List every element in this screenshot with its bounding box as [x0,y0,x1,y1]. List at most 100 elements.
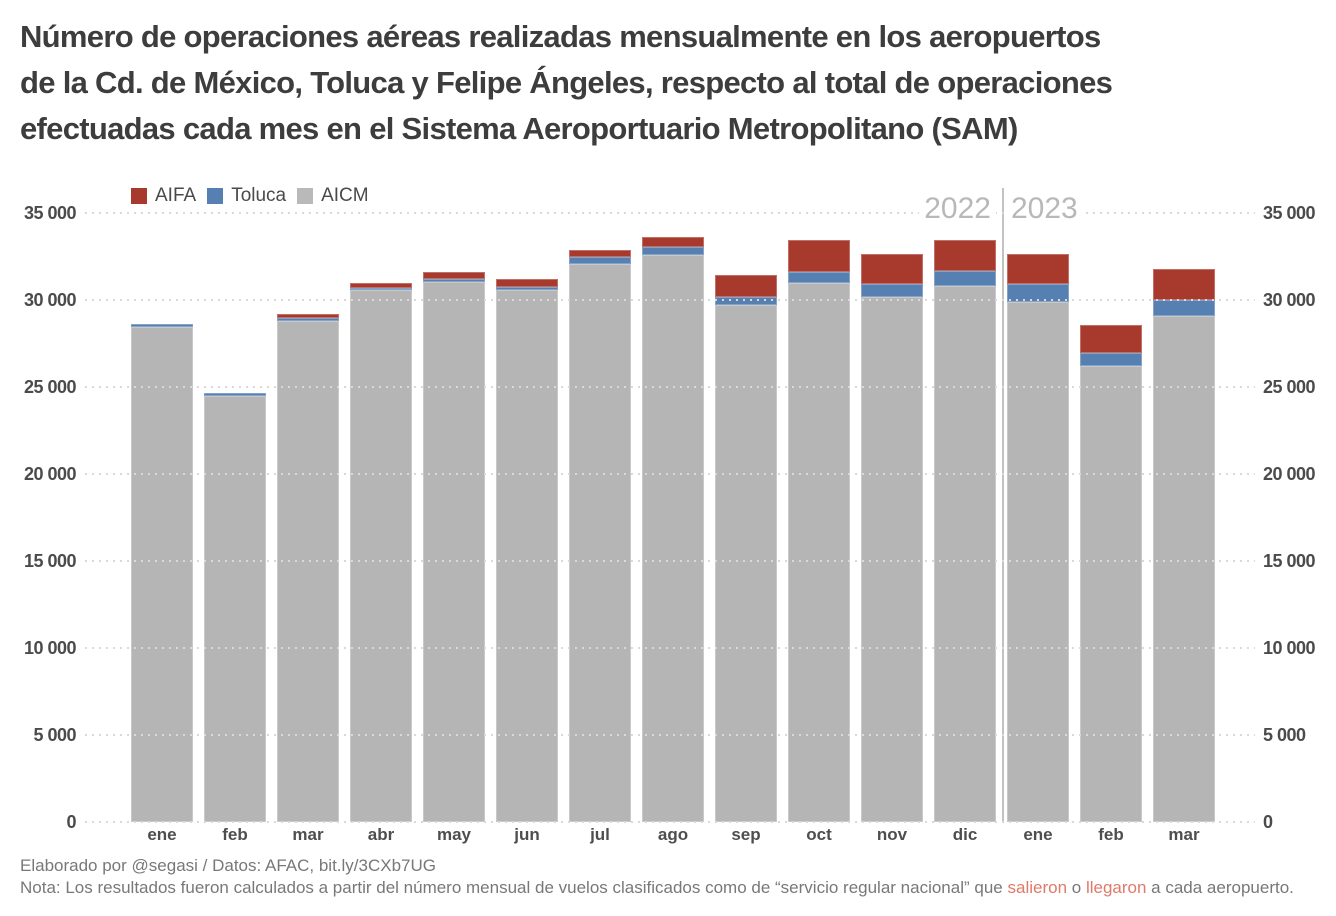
x-axis-label-mar-2023: mar [1168,825,1200,844]
bar-segment-aifa-ago-2022 [642,237,704,248]
bar-oct-2022 [788,240,850,822]
note-text: Nota: Los resultados fueron calculados a… [20,878,1008,897]
bar-segment-aifa-may-2022 [423,272,485,280]
bar-jul-2022 [569,249,631,822]
bar-feb-2022 [204,393,266,822]
gridline-35000 [85,212,1255,214]
y-axis-label-right: 0 [1263,812,1273,832]
bar-segment-aicm-mar-2022 [277,320,339,822]
bar-segment-toluca-ene-2023 [1007,284,1069,302]
bar-sep-2022 [715,274,777,822]
y-axis-label-left: 10 000 [23,638,77,658]
x-axis-label-nov-2022: nov [876,825,908,844]
x-axis-label-ene-2023: ene [1023,825,1053,844]
bar-segment-toluca-jul-2022 [569,257,631,265]
y-axis-label-left: 0 [66,812,76,832]
bar-abr-2022 [350,283,412,822]
bar-segment-aifa-mar-2022 [277,313,339,319]
legend: AIFA Toluca AICM [131,185,369,207]
year-label-2023: 2023 [1006,193,1083,225]
y-axis-label-left: 30 000 [23,290,77,310]
y-axis-label-right: 30 000 [1263,290,1316,310]
bar-segment-aifa-jul-2022 [569,249,631,258]
x-axis-label-mar-2022: mar [292,825,324,844]
bar-segment-toluca-feb-2022 [204,393,266,396]
bar-segment-aicm-jul-2022 [569,264,631,822]
bar-jun-2022 [496,279,558,822]
aifa-swatch-icon [131,188,147,204]
bar-segment-aicm-oct-2022 [788,283,850,822]
year-divider-line [1002,188,1004,822]
x-axis-label-sep-2022: sep [731,825,761,844]
year-label-2022: 2022 [919,193,996,225]
legend-item-aifa: AIFA [131,185,196,207]
bar-segment-toluca-oct-2022 [788,272,850,284]
legend-label: Toluca [231,185,287,206]
gridline-5000 [85,734,1255,736]
bar-segment-aicm-may-2022 [423,281,485,822]
x-axis-label-feb-2023: feb [1098,825,1124,844]
bar-segment-toluca-abr-2022 [350,287,412,291]
bar-segment-toluca-may-2022 [423,279,485,282]
x-axis-label-jul-2022: jul [590,825,610,844]
bar-segment-aicm-mar-2023 [1153,315,1215,822]
x-axis-label-feb-2022: feb [222,825,248,844]
bar-ene-2022 [131,324,193,822]
y-axis-label-left: 25 000 [23,377,77,397]
bar-segment-toluca-feb-2023 [1080,353,1142,367]
gridline-20000 [85,473,1255,475]
bar-segment-aifa-nov-2022 [861,253,923,284]
x-axis-label-jun-2022: jun [514,825,540,844]
bar-segment-toluca-ago-2022 [642,247,704,255]
y-axis-label-left: 35 000 [23,203,77,223]
bar-segment-toluca-ene-2022 [131,324,193,327]
legend-label: AICM [321,185,369,206]
llegaron-link[interactable]: llegaron [1085,878,1147,897]
bar-segment-aifa-feb-2023 [1080,324,1142,354]
bar-segment-aicm-feb-2022 [204,395,266,822]
aicm-swatch-icon [297,188,314,204]
x-axis-label-oct-2022: oct [806,825,832,844]
bar-segment-aifa-sep-2022 [715,274,777,298]
x-axis-label-ene-2022: ene [147,825,177,844]
bar-may-2022 [423,272,485,822]
x-axis-label-dic-2022: dic [952,825,978,844]
bar-mar-2022 [277,313,339,822]
bar-segment-aifa-jun-2022 [496,279,558,287]
bar-segment-aicm-abr-2022 [350,290,412,822]
x-axis-label-may-2022: may [436,825,472,844]
bar-segment-aifa-ene-2023 [1007,254,1069,285]
y-axis-label-left: 15 000 [23,551,77,571]
bar-segment-aicm-jun-2022 [496,289,558,822]
bar-segment-aifa-mar-2023 [1153,268,1215,300]
bar-segment-aifa-oct-2022 [788,240,850,273]
gridline-25000 [85,386,1255,388]
note-text: a cada aeropuerto. [1146,878,1294,897]
salieron-link[interactable]: salieron [1007,878,1068,897]
toluca-swatch-icon [207,188,224,204]
bar-feb-2023 [1080,324,1142,822]
bar-segment-toluca-mar-2023 [1153,299,1215,316]
bar-ene-2023 [1007,254,1069,822]
bar-segment-toluca-dic-2022 [934,270,996,287]
bar-nov-2022 [861,253,923,822]
note-line: Nota: Los resultados fueron calculados a… [20,877,1294,899]
legend-item-toluca: Toluca [207,185,286,207]
bar-segment-aicm-ago-2022 [642,254,704,822]
footer: Elaborado por @segasi / Datos: AFAC, bit… [20,855,1294,899]
gridline-0 [85,821,1255,823]
x-axis-label-ago-2022: ago [657,825,689,844]
bar-segment-aicm-ene-2022 [131,326,193,822]
gridline-15000 [85,560,1255,562]
y-axis-label-right: 5 000 [1263,725,1306,745]
bar-segment-aicm-dic-2022 [934,286,996,822]
bar-segment-toluca-jun-2022 [496,286,558,290]
credit-line: Elaborado por @segasi / Datos: AFAC, bit… [20,856,437,875]
bar-segment-aifa-abr-2022 [350,283,412,288]
legend-item-aicm: AICM [297,185,369,207]
page-title: Número de operaciones aéreas realizadas … [20,19,1113,146]
bar-segment-toluca-sep-2022 [715,297,777,306]
y-axis-label-left: 20 000 [23,464,77,484]
bar-segment-aicm-feb-2023 [1080,366,1142,822]
